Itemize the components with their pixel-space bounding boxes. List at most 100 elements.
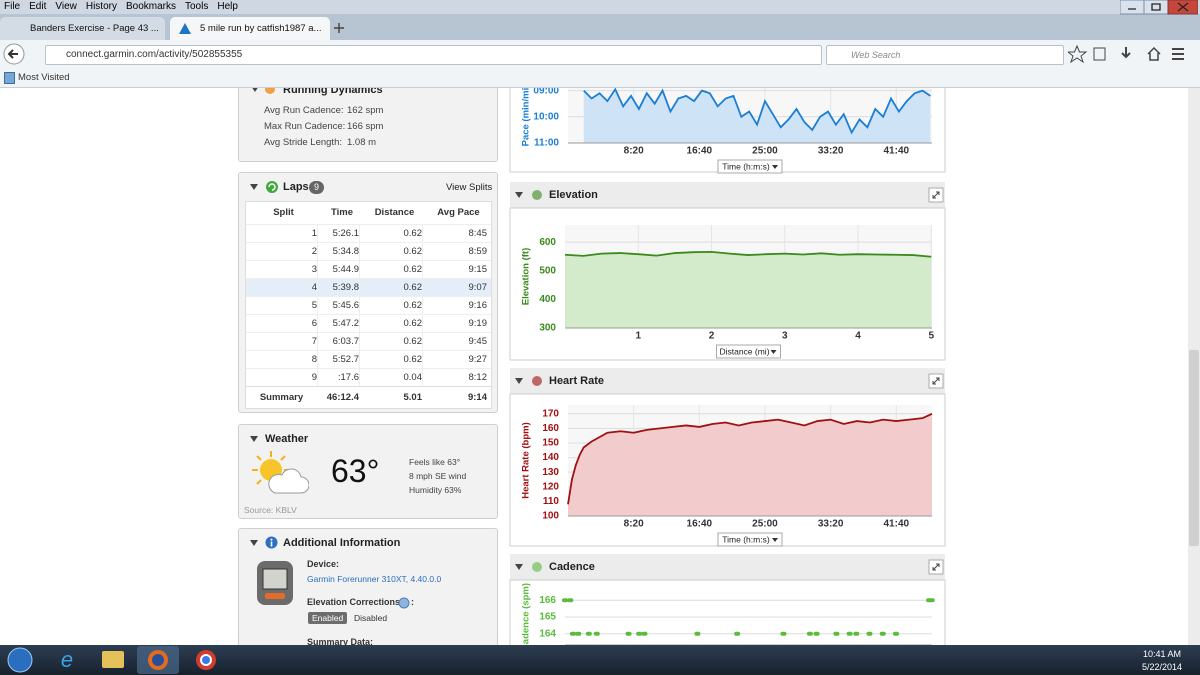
lap-cell: 5:52.7 [321,351,360,369]
additional-panel: Additional Information Device: Garmin Fo… [238,528,498,645]
point [625,631,632,636]
tab-icon [179,23,191,34]
device-link[interactable]: Garmin Forerunner 310XT, 4.40.0.0 [307,574,442,584]
elevation-colon: : [411,597,414,607]
tab[interactable]: Banders Exercise - Page 43 ... [0,17,165,40]
collapse-arrow[interactable] [515,564,523,570]
new-tab-button[interactable] [333,22,345,34]
x-axis-selector[interactable] [717,159,783,174]
lap-row[interactable]: 7 6:03.7 0.62 9:45 [246,332,491,351]
lap-row[interactable]: 1 5:26.1 0.62 8:45 [246,224,491,243]
device-label: Device: [307,559,340,569]
view-splits-link[interactable]: View Splits [446,182,493,193]
window-controls[interactable] [1120,0,1198,16]
y-tick-label: 164 [539,628,556,639]
menu-item[interactable]: View [55,1,77,12]
lap-cell: 4 [246,279,318,297]
collapse-arrow[interactable] [515,378,523,384]
lap-cell: 0.62 [363,351,423,369]
back-button[interactable] [3,43,25,65]
lap-cell: 9:16 [468,300,488,311]
help-icon[interactable] [398,597,410,609]
lap-cell: 5:39.8 [321,279,360,297]
y-tick-label: 166 [539,595,556,606]
point [866,631,873,636]
bookmark[interactable]: Most Visited [18,72,70,83]
lap-row[interactable]: 6 5:47.2 0.62 9:19 [246,314,491,333]
point [569,631,576,636]
x-tick-label: 2 [709,331,715,342]
lap-row[interactable]: 8 5:52.7 0.62 9:27 [246,350,491,369]
menu-item[interactable]: Tools [185,1,209,12]
x-tick-label: 5 [928,331,934,342]
lap-cell: 5:47.2 [321,315,360,333]
search-box[interactable]: Web Search [826,45,1064,65]
toolbar-icons[interactable] [1068,45,1188,63]
collapse-arrow[interactable] [515,192,523,198]
selector-arrow [772,165,778,169]
enabled-button[interactable]: Enabled [308,612,348,624]
expand-icon [932,563,940,571]
disabled-button[interactable]: Disabled [354,613,388,623]
lap-cell: 8:59 [468,246,488,257]
chart-title: Elevation [549,189,598,201]
clock-date: 5/22/2014 [1141,662,1183,672]
x-axis-selector[interactable] [716,344,781,359]
taskbar-icons[interactable]: e [0,645,240,675]
y-axis-label: Elevation (ft) [521,248,532,306]
panel-title: Laps [283,181,309,193]
tab[interactable]: 5 mile run by catfish1987 a... [170,17,330,40]
menu-item[interactable]: Help [217,1,238,12]
x-axis-selector[interactable] [717,532,783,547]
menu-item[interactable]: File [4,1,21,12]
y-tick-label: 170 [542,408,559,419]
x-tick-label: 25:00 [752,146,778,157]
lap-cell: 9 [246,369,318,387]
lap-cell: 6 [246,315,318,333]
y-tick-label: 11:00 [534,138,559,149]
page-content: Running Dynamics Avg Run Cadence: 162 spm… [0,88,1188,645]
column-header: Time [330,207,353,218]
y-tick-label: 150 [542,438,559,449]
point [806,631,813,636]
selector-arrow [770,350,777,354]
laps-panel: Laps 9 View Splits Split Time Distance Avg … [238,172,498,413]
point [585,631,592,636]
charts: 09:00 10:00 11:00 8:20 16:40 25:00 33:20 41:40 P… [509,88,946,645]
panel-icon [265,88,275,94]
point [575,631,582,636]
weather-icon [252,451,309,494]
weather-panel: Weather 63° Feels like 63° 8 mph SE wind H… [238,424,498,519]
lap-cell: 0.62 [363,297,423,315]
y-axis-label: Cadence (spm) [521,583,532,645]
laps-table: Split Time Distance Avg Pace 1 5:26.1 0.62 8:45… [245,201,492,409]
x-tick-label: 33:20 [818,146,844,157]
weather-detail: Humidity 63% [409,485,462,495]
lap-cell: 9:19 [468,318,488,329]
point [813,631,820,636]
url-bar[interactable]: connect.garmin.com/activity/502855355 [45,45,822,65]
area-fill [568,413,932,516]
area-fill [583,89,931,143]
menu-item[interactable]: Bookmarks [125,1,176,12]
clock-time: 10:41 AM [1142,649,1182,659]
lap-row[interactable]: 2 5:34.8 0.62 8:59 [246,242,491,261]
point [734,631,741,636]
menu-item[interactable]: History [85,1,117,12]
x-tick-label: 16:40 [687,146,713,157]
weather-detail: 8 mph SE wind [409,471,467,481]
lap-cell: 6:03.7 [321,333,360,351]
y-tick-label: 500 [539,265,556,276]
scrollbar[interactable] [1188,88,1200,645]
nav-bar: connect.garmin.com/activity/502855355 We… [0,40,1200,68]
panel-icon [265,536,278,549]
lap-row[interactable]: 3 5:44.9 0.62 9:15 [246,260,491,279]
line [564,250,932,258]
lap-row[interactable]: 4 5:39.8 0.62 9:07 [246,278,491,297]
expand-icon [932,191,940,199]
lap-row[interactable]: 5 5:45.6 0.62 9:16 [246,296,491,315]
lap-row[interactable]: 9:17.6 0.04 8:12 [246,368,491,387]
x-tick-label: 4 [855,331,861,342]
menu-item[interactable]: Edit [29,1,47,12]
stat-label: Max Run Cadence: [264,121,346,132]
